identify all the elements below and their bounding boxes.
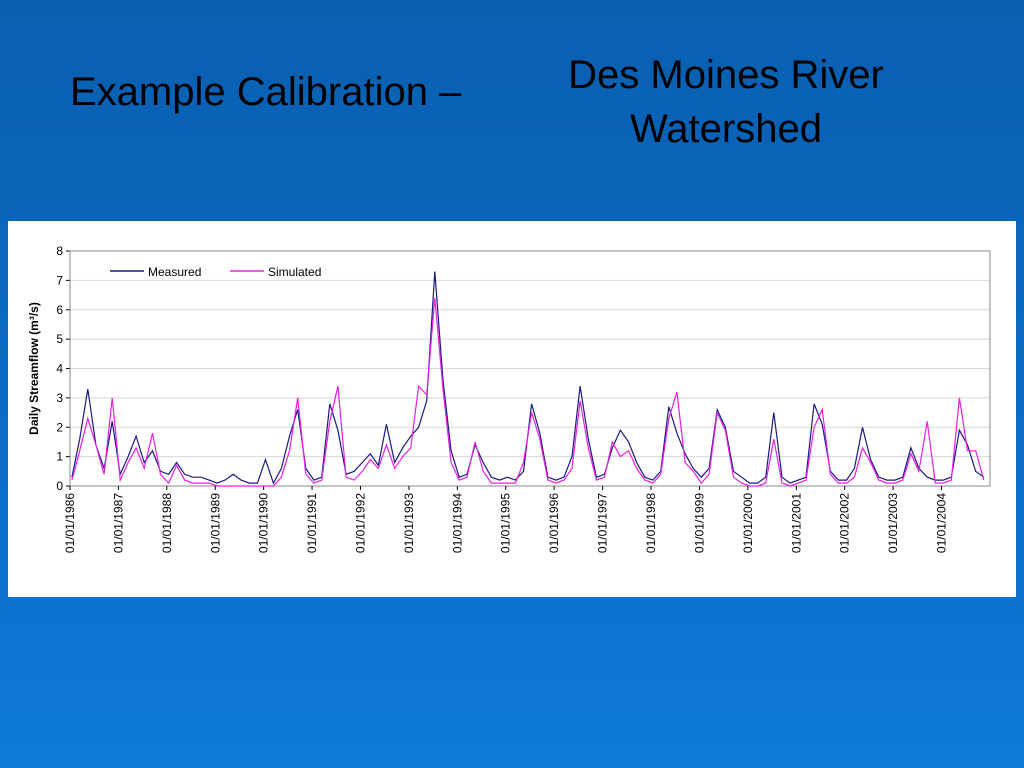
x-tick-label: 01/01/1990: [257, 493, 271, 553]
x-tick-label: 01/01/1996: [547, 493, 561, 553]
x-tick-label: 01/01/1999: [692, 493, 706, 553]
x-tick-label: 01/01/1994: [450, 493, 464, 553]
x-tick-label: 01/01/2001: [789, 493, 803, 553]
y-tick-label: 3: [56, 391, 63, 405]
x-tick-label: 01/01/2003: [886, 493, 900, 553]
x-tick-label: 01/01/1995: [499, 493, 513, 553]
plot-frame: [69, 250, 991, 487]
x-tick-label: 01/01/1993: [402, 493, 416, 553]
y-tick-label: 8: [56, 244, 63, 258]
series-line: [71, 297, 985, 487]
y-axis-label: Daily Streamflow (m³/s): [27, 302, 41, 435]
y-tick-label: 7: [56, 273, 63, 287]
x-tick-label: 01/01/1987: [111, 493, 125, 553]
x-tick-label: 01/01/1991: [305, 493, 319, 553]
y-tick-label: 6: [56, 303, 63, 317]
x-tick-label: 01/01/1986: [63, 493, 77, 553]
x-tick-label: 01/01/1992: [353, 493, 367, 553]
x-tick-label: 01/01/1997: [596, 493, 610, 553]
x-tick-label: 01/01/1998: [644, 493, 658, 553]
slide-subtitle: Des Moines River Watershed: [568, 53, 884, 151]
y-tick-label: 2: [56, 420, 63, 434]
y-tick-label: 1: [56, 450, 63, 464]
slide-title: Example Calibration –: [70, 70, 462, 114]
x-tick-label: 01/01/2000: [741, 493, 755, 553]
x-tick-label: 01/01/2004: [934, 493, 948, 553]
legend-label: Simulated: [268, 265, 321, 279]
x-tick-label: 01/01/2002: [838, 493, 852, 553]
chart-panel: [8, 221, 1016, 597]
x-tick-label: 01/01/1989: [208, 493, 222, 553]
legend-label: Measured: [148, 265, 201, 279]
y-tick-label: 0: [56, 479, 63, 493]
y-tick-label: 5: [56, 332, 63, 346]
series-line: [71, 271, 985, 485]
y-tick-label: 4: [56, 362, 63, 376]
x-tick-label: 01/01/1988: [160, 493, 174, 553]
